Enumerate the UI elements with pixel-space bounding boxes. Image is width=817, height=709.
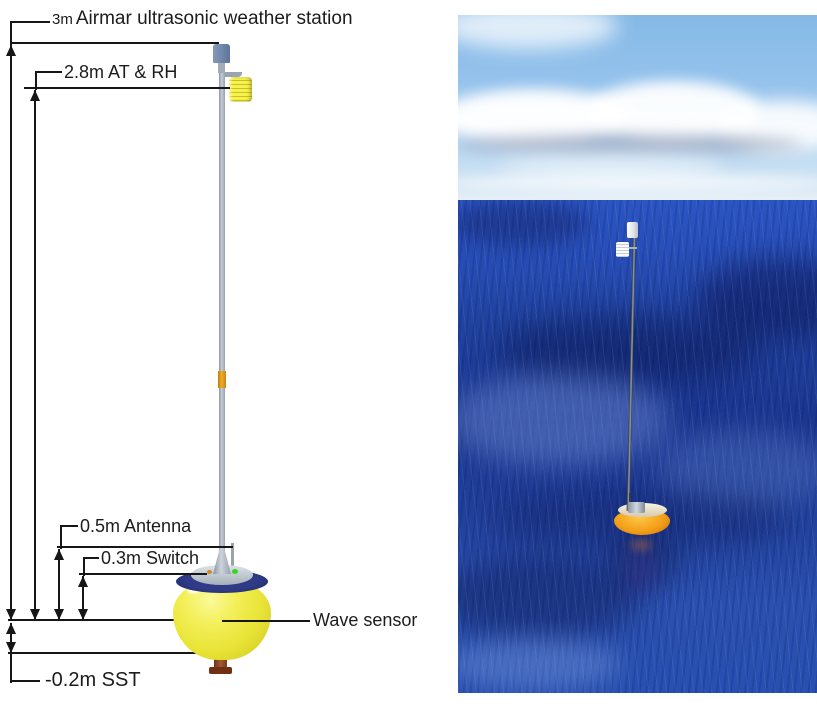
photo-buoy-shadow: [606, 533, 680, 593]
sst-sensor-flange: [209, 667, 232, 674]
label-wave-sensor: Wave sensor: [313, 610, 418, 630]
photo-sky: [458, 15, 817, 201]
refline-3m: [11, 42, 219, 44]
buoy-photo: [458, 15, 817, 693]
mast-neck: [218, 62, 225, 73]
photo-shield-arm: [628, 247, 637, 249]
wave-sensor-leader: [222, 620, 310, 622]
deck-fitting-orange: [207, 570, 212, 574]
leader-0-3m-drop: [83, 557, 85, 576]
leader-0-5m: [61, 525, 78, 527]
ocean-dark-patch: [496, 314, 761, 386]
photo-ocean: [458, 200, 817, 693]
leader-0-5m-drop: [60, 525, 62, 549]
label-weather-station-height: 3m: [52, 11, 73, 28]
dimension-arrow-0-3m: [78, 576, 88, 620]
cloud-horizon: [458, 175, 817, 191]
ocean-light-swirl: [458, 638, 621, 690]
label-weather-station-name: Airmar ultrasonic weather station: [75, 8, 353, 29]
cloud-wisp: [458, 15, 618, 49]
refline-2-8m: [24, 87, 230, 89]
switch-led: [232, 569, 238, 574]
photo-buoy-reflection: [622, 549, 658, 591]
dimension-arrow-3m: [6, 45, 16, 620]
mast: [219, 63, 225, 563]
label-weather-station: 3m Airmar ultrasonic weather station: [52, 8, 353, 30]
leader-0-3m: [84, 557, 99, 559]
leader-3m: [11, 21, 50, 23]
refline-0-3m: [79, 573, 207, 575]
mast-collar-orange: [218, 371, 226, 388]
photo-buoy-reflection-orange: [630, 539, 652, 551]
shield-mounting-arm: [224, 72, 242, 77]
leader-2-8m: [36, 71, 62, 73]
photo-radiation-shield: [616, 242, 629, 257]
weather-station-sensor: [213, 44, 230, 63]
dimension-arrow-sst: [6, 623, 16, 653]
label-sst: -0.2m SST: [45, 669, 141, 691]
leader-sst-drop: [10, 652, 12, 683]
refline-sst: [8, 652, 231, 654]
ocean-dark-patch: [458, 200, 591, 246]
label-at-rh: 2.8m AT & RH: [64, 62, 178, 82]
cloud-low: [498, 156, 723, 178]
cloud-shadow: [458, 134, 803, 154]
radiation-shield: [229, 77, 252, 102]
mast-base-cone: [213, 548, 231, 574]
ocean-dark-patch: [696, 258, 817, 340]
label-antenna: 0.5m Antenna: [80, 516, 192, 536]
photo-mast-mount: [628, 502, 645, 513]
photo-weather-station: [627, 222, 638, 238]
leader-2-8m-drop: [35, 71, 37, 90]
leader-3m-drop: [10, 21, 12, 45]
antenna-whip: [231, 543, 234, 571]
waterline: [8, 619, 178, 621]
refline-0-5m: [57, 546, 233, 548]
ocean-light-swirl: [458, 374, 671, 466]
label-switch: 0.3m Switch: [101, 548, 200, 568]
dimension-arrow-2-8m: [30, 90, 40, 620]
ocean-light-swirl: [656, 428, 817, 510]
dimension-arrow-0-5m: [54, 549, 64, 620]
leader-sst: [11, 680, 40, 682]
